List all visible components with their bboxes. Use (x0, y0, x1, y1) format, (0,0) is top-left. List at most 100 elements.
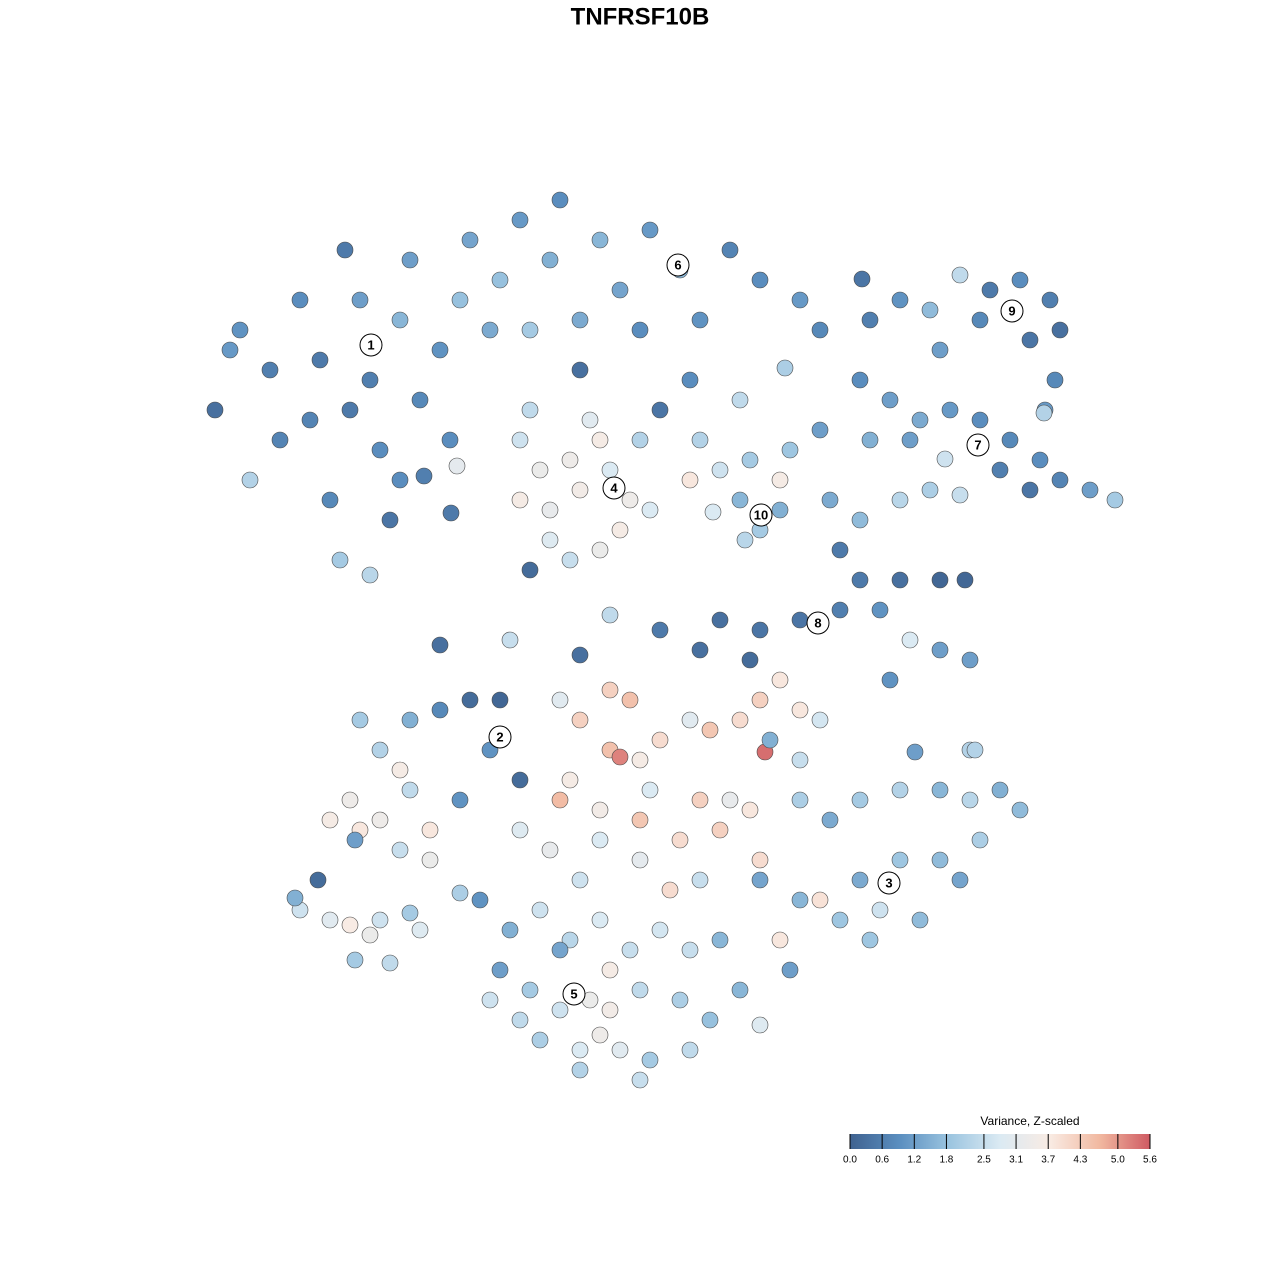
cell-point (741, 801, 759, 819)
colorbar-tick-label: 1.8 (939, 1155, 953, 1166)
cell-point (491, 271, 509, 289)
cell-point (591, 431, 609, 449)
cell-point (651, 621, 669, 639)
cell-point (631, 751, 649, 769)
cell-point (791, 751, 809, 769)
cell-point (811, 321, 829, 339)
cell-point (551, 191, 569, 209)
cell-point (931, 341, 949, 359)
colorbar: Variance, Z-scaled 0.0 0.6 1.2 1.8 2.5 3.1 3.7… (843, 1114, 1157, 1165)
cell-point (1021, 331, 1039, 349)
cell-point (851, 371, 869, 389)
cell-point (571, 1041, 589, 1059)
cell-point (206, 401, 224, 419)
cell-point (601, 1001, 619, 1019)
cell-point (711, 931, 729, 949)
colorbar-tick-label: 3.7 (1041, 1155, 1055, 1166)
cell-point (531, 461, 549, 479)
cell-point (1001, 431, 1019, 449)
cell-point (571, 311, 589, 329)
cell-point (811, 421, 829, 439)
cell-point (321, 811, 339, 829)
cell-point (691, 641, 709, 659)
cell-point (981, 281, 999, 299)
cell-point (831, 911, 849, 929)
cell-point (621, 491, 639, 509)
cell-point (831, 541, 849, 559)
cell-point (851, 511, 869, 529)
cell-point (601, 681, 619, 699)
cell-point (371, 741, 389, 759)
cell-point (521, 401, 539, 419)
cell-point (511, 821, 529, 839)
cell-point (771, 471, 789, 489)
cell-point (831, 601, 849, 619)
cell-point (931, 851, 949, 869)
cell-point (631, 1071, 649, 1089)
cell-point (571, 361, 589, 379)
cell-point (991, 781, 1009, 799)
cell-point (931, 571, 949, 589)
cluster-label: 4 (610, 480, 618, 495)
colorbar-tick-label: 5.0 (1111, 1155, 1125, 1166)
cell-point (701, 1011, 719, 1029)
cell-point (371, 811, 389, 829)
cell-point (448, 457, 466, 475)
cell-point (661, 881, 679, 899)
cluster-label: 10 (754, 507, 768, 522)
cell-point (641, 221, 659, 239)
cell-point (346, 831, 364, 849)
cell-point (631, 851, 649, 869)
cell-point (341, 916, 359, 934)
cell-point (431, 341, 449, 359)
cell-point (711, 821, 729, 839)
cluster-label-badge (562, 982, 586, 1006)
cell-point (1035, 404, 1053, 422)
cell-point (521, 561, 539, 579)
cell-point (911, 411, 929, 429)
cell-point (541, 531, 559, 549)
cell-point (571, 481, 589, 499)
cell-point (381, 511, 399, 529)
cell-point (956, 571, 974, 589)
cluster-label: 5 (570, 986, 577, 1001)
cell-point (241, 471, 259, 489)
cell-point (891, 781, 909, 799)
cell-point (501, 631, 519, 649)
cell-point (221, 341, 239, 359)
cell-point (681, 941, 699, 959)
cluster-label-badge (1000, 299, 1024, 323)
cell-point (391, 311, 409, 329)
cell-point (641, 781, 659, 799)
cell-point (741, 651, 759, 669)
cell-point (761, 731, 779, 749)
cell-point (611, 1041, 629, 1059)
cell-point (511, 491, 529, 509)
cell-point (371, 441, 389, 459)
colorbar-tick-label: 2.5 (977, 1155, 991, 1166)
cell-point (891, 571, 909, 589)
cell-point (721, 241, 739, 259)
cell-point (701, 721, 719, 739)
cell-point (411, 921, 429, 939)
cell-point (771, 931, 789, 949)
cell-point (1051, 321, 1069, 339)
cell-point (691, 791, 709, 809)
cell-point (301, 411, 319, 429)
cell-point (541, 841, 559, 859)
cell-point (1106, 491, 1124, 509)
cell-point (621, 691, 639, 709)
cell-point (751, 271, 769, 289)
cell-point (691, 311, 709, 329)
cell-point (631, 981, 649, 999)
cell-point (951, 486, 969, 504)
cell-point (781, 961, 799, 979)
cell-point (791, 701, 809, 719)
cell-point (751, 691, 769, 709)
cell-point (971, 411, 989, 429)
cell-point (731, 981, 749, 999)
cell-point (751, 851, 769, 869)
cell-point (641, 1051, 659, 1069)
